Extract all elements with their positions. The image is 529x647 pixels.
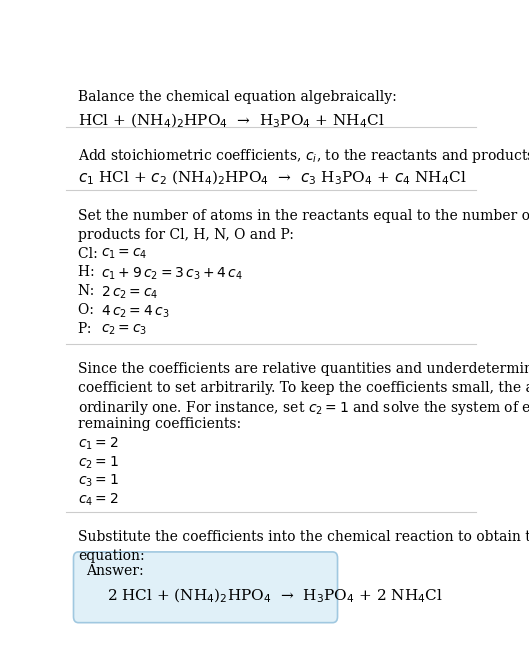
- Text: $2\,c_2 = c_4$: $2\,c_2 = c_4$: [101, 285, 159, 301]
- Text: $c_1 = 2$: $c_1 = 2$: [78, 436, 119, 452]
- Text: Set the number of atoms in the reactants equal to the number of atoms in the: Set the number of atoms in the reactants…: [78, 209, 529, 223]
- Text: $c_3 = 1$: $c_3 = 1$: [78, 473, 119, 489]
- Text: $c_2 = c_3$: $c_2 = c_3$: [101, 322, 147, 336]
- Text: HCl + (NH$_4$)$_2$HPO$_4$  →  H$_3$PO$_4$ + NH$_4$Cl: HCl + (NH$_4$)$_2$HPO$_4$ → H$_3$PO$_4$ …: [78, 111, 385, 130]
- Text: H:: H:: [78, 265, 104, 280]
- Text: Substitute the coefficients into the chemical reaction to obtain the balanced: Substitute the coefficients into the che…: [78, 530, 529, 544]
- Text: Add stoichiometric coefficients, $c_i$, to the reactants and products:: Add stoichiometric coefficients, $c_i$, …: [78, 148, 529, 166]
- Text: Balance the chemical equation algebraically:: Balance the chemical equation algebraica…: [78, 90, 397, 104]
- Text: coefficient to set arbitrarily. To keep the coefficients small, the arbitrary va: coefficient to set arbitrarily. To keep …: [78, 380, 529, 395]
- Text: Cl:: Cl:: [78, 247, 107, 261]
- Text: 2 HCl + (NH$_4$)$_2$HPO$_4$  →  H$_3$PO$_4$ + 2 NH$_4$Cl: 2 HCl + (NH$_4$)$_2$HPO$_4$ → H$_3$PO$_4…: [107, 587, 443, 605]
- Text: P:: P:: [78, 322, 101, 336]
- Text: N:: N:: [78, 285, 104, 298]
- Text: Answer:: Answer:: [86, 564, 143, 578]
- FancyBboxPatch shape: [74, 552, 338, 622]
- Text: $4\,c_2 = 4\,c_3$: $4\,c_2 = 4\,c_3$: [101, 303, 169, 320]
- Text: $c_4 = 2$: $c_4 = 2$: [78, 491, 119, 507]
- Text: ordinarily one. For instance, set $c_2 = 1$ and solve the system of equations fo: ordinarily one. For instance, set $c_2 =…: [78, 399, 529, 417]
- Text: Since the coefficients are relative quantities and underdetermined, choose a: Since the coefficients are relative quan…: [78, 362, 529, 376]
- Text: $c_1 + 9\,c_2 = 3\,c_3 + 4\,c_4$: $c_1 + 9\,c_2 = 3\,c_3 + 4\,c_4$: [101, 265, 243, 282]
- Text: $c_1 = c_4$: $c_1 = c_4$: [101, 247, 148, 261]
- Text: $c_2 = 1$: $c_2 = 1$: [78, 454, 119, 470]
- Text: remaining coefficients:: remaining coefficients:: [78, 417, 242, 432]
- Text: O:: O:: [78, 303, 103, 317]
- Text: equation:: equation:: [78, 549, 145, 563]
- Text: $c_1$ HCl + $c_2$ (NH$_4$)$_2$HPO$_4$  →  $c_3$ H$_3$PO$_4$ + $c_4$ NH$_4$Cl: $c_1$ HCl + $c_2$ (NH$_4$)$_2$HPO$_4$ → …: [78, 169, 467, 187]
- Text: products for Cl, H, N, O and P:: products for Cl, H, N, O and P:: [78, 228, 294, 241]
